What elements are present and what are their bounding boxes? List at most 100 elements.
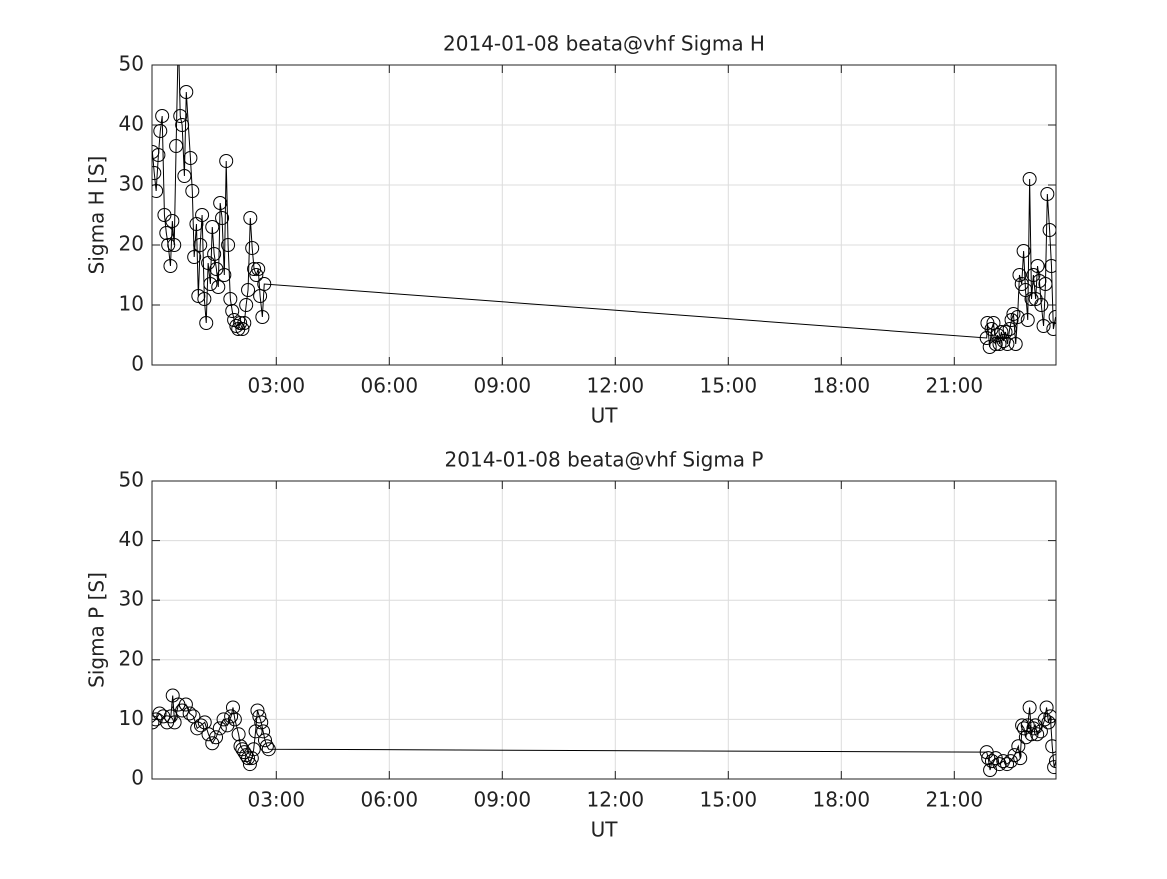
y-tick-label: 0 (131, 352, 144, 376)
marker (219, 154, 234, 168)
marker (1045, 739, 1056, 754)
marker (225, 700, 240, 715)
marker (225, 304, 240, 318)
x-tick-label: 09:00 (473, 788, 531, 812)
marker (241, 283, 256, 297)
marker (211, 280, 226, 294)
marker (193, 238, 208, 252)
marker (1039, 700, 1054, 715)
marker (1002, 322, 1017, 336)
marker (996, 754, 1011, 769)
axes-box (151, 480, 1057, 780)
marker (213, 196, 228, 210)
marker (152, 184, 164, 198)
marker (221, 238, 236, 252)
y-tick-label: 40 (119, 527, 144, 551)
marker (984, 754, 999, 769)
marker (1022, 172, 1037, 186)
marker (233, 316, 248, 330)
plot-series (152, 65, 1056, 354)
marker (152, 706, 167, 721)
axes-box (151, 64, 1057, 366)
marker (152, 166, 162, 180)
plot-area (152, 481, 1056, 779)
marker (1036, 319, 1051, 333)
marker (165, 214, 180, 228)
x-tick-label: 21:00 (925, 374, 983, 398)
marker (254, 715, 269, 730)
marker (235, 322, 250, 336)
y-tick-label: 50 (119, 52, 144, 76)
chart-title: 2014-01-08 beata@vhf Sigma H (443, 32, 765, 56)
marker (175, 118, 190, 132)
marker (217, 268, 232, 282)
marker (197, 292, 212, 306)
marker (163, 259, 178, 273)
marker (1034, 298, 1049, 312)
marker (261, 742, 276, 757)
marker (1011, 739, 1026, 754)
plot-area (152, 65, 1056, 365)
marker (203, 277, 218, 291)
y-tick-label: 30 (119, 172, 144, 196)
marker (1024, 727, 1039, 742)
marker (153, 124, 168, 138)
marker (209, 730, 224, 745)
marker (243, 211, 258, 225)
x-tick-label: 09:00 (473, 374, 531, 398)
marker (1008, 337, 1023, 351)
marker (1030, 259, 1045, 273)
marker (1046, 322, 1056, 336)
marker (1000, 337, 1015, 351)
marker (1000, 757, 1015, 772)
marker (199, 316, 214, 330)
marker (245, 241, 260, 255)
marker (193, 718, 208, 733)
marker (195, 208, 210, 222)
marker (207, 247, 222, 261)
x-tick-label: 06:00 (360, 788, 418, 812)
marker (994, 325, 1009, 339)
marker (1049, 754, 1056, 769)
marker (167, 238, 182, 252)
marker (1048, 310, 1056, 324)
marker (1043, 709, 1056, 724)
y-tick-label: 20 (119, 646, 144, 670)
marker (183, 151, 198, 165)
marker (1038, 277, 1053, 291)
marker (992, 337, 1007, 351)
y-tick-label: 20 (119, 232, 144, 256)
marker (249, 268, 264, 282)
x-axis-label: UT (591, 818, 619, 842)
x-tick-label: 06:00 (360, 374, 418, 398)
marker (1006, 307, 1021, 321)
x-tick-label: 18:00 (812, 788, 870, 812)
marker (205, 220, 220, 234)
marker (178, 697, 193, 712)
marker (988, 337, 1003, 351)
marker (212, 721, 227, 736)
y-tick-label: 0 (131, 766, 144, 790)
marker (258, 733, 272, 748)
marker (247, 262, 262, 276)
marker (1042, 223, 1056, 237)
marker (152, 148, 166, 162)
marker (185, 184, 200, 198)
marker (239, 298, 254, 312)
marker (1012, 268, 1027, 282)
marker (155, 109, 170, 123)
marker (1022, 700, 1037, 715)
x-axis-label: UT (591, 404, 619, 428)
marker (152, 715, 160, 730)
marker (227, 712, 242, 727)
marker (187, 250, 202, 264)
marker (257, 277, 272, 291)
marker (244, 751, 259, 766)
x-tick-label: 15:00 (699, 788, 757, 812)
marker (1013, 751, 1028, 766)
marker (237, 316, 252, 330)
marker (224, 709, 239, 724)
chart-title: 2014-01-08 beata@vhf Sigma P (445, 448, 764, 472)
marker (259, 739, 274, 754)
